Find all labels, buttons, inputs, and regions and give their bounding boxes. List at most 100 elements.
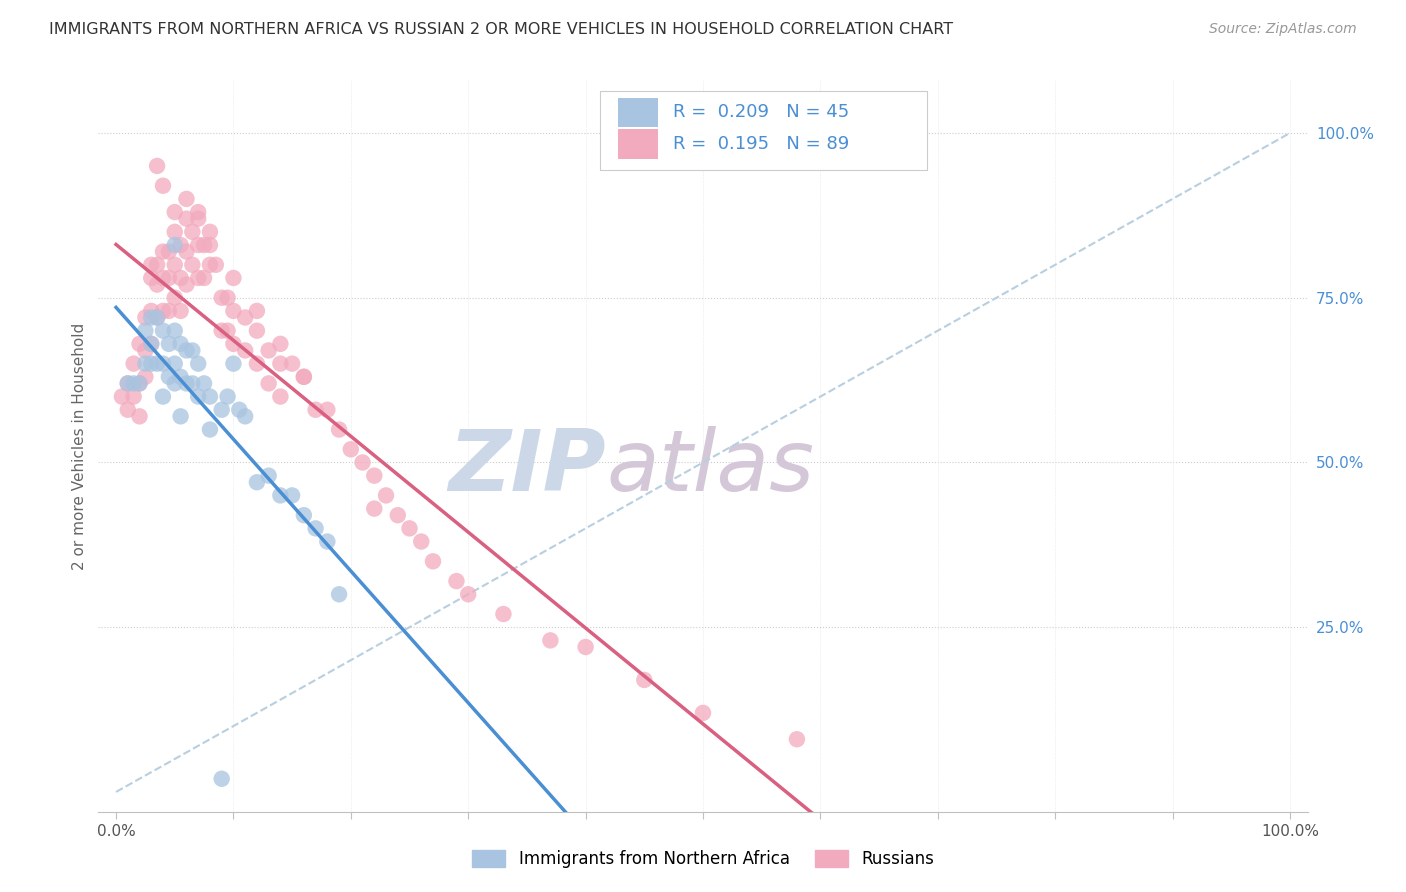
Point <box>122 376 145 391</box>
Point <box>146 357 169 371</box>
Point <box>141 310 163 325</box>
Point <box>176 277 198 292</box>
Point <box>169 336 191 351</box>
Point <box>134 310 156 325</box>
Point <box>117 376 139 391</box>
Point <box>692 706 714 720</box>
Point <box>128 376 150 391</box>
Point <box>146 310 169 325</box>
Point <box>211 324 233 338</box>
Point <box>269 488 291 502</box>
Point <box>146 159 169 173</box>
Point <box>257 468 280 483</box>
Bar <box>619 129 658 159</box>
Point <box>163 357 186 371</box>
Point <box>157 304 180 318</box>
Point <box>111 390 134 404</box>
Point <box>134 324 156 338</box>
Point <box>363 501 385 516</box>
Point <box>193 376 215 391</box>
Point <box>134 343 156 358</box>
Y-axis label: 2 or more Vehicles in Household: 2 or more Vehicles in Household <box>72 322 87 570</box>
Point <box>292 369 315 384</box>
Point <box>176 211 198 226</box>
Point <box>157 244 180 259</box>
Point <box>233 343 256 358</box>
Point <box>163 225 186 239</box>
Point <box>457 587 479 601</box>
Point <box>246 324 269 338</box>
Point <box>340 442 363 457</box>
Point <box>187 390 209 404</box>
FancyBboxPatch shape <box>600 90 927 169</box>
Point <box>152 324 174 338</box>
Point <box>316 402 339 417</box>
Point <box>246 304 269 318</box>
Point <box>122 390 145 404</box>
Point <box>217 291 239 305</box>
Point <box>257 376 280 391</box>
Text: R =  0.195   N = 89: R = 0.195 N = 89 <box>672 135 849 153</box>
Point <box>163 291 186 305</box>
Point <box>141 304 163 318</box>
Point <box>163 324 186 338</box>
Point <box>176 244 198 259</box>
Point <box>187 357 209 371</box>
Point <box>134 357 156 371</box>
Point <box>633 673 655 687</box>
Point <box>398 521 420 535</box>
Point <box>152 244 174 259</box>
Point <box>233 409 256 424</box>
Point <box>122 357 145 371</box>
Point <box>316 534 339 549</box>
Point <box>152 178 174 193</box>
Point <box>141 271 163 285</box>
Point <box>575 640 598 654</box>
Point <box>117 402 139 417</box>
Point <box>786 732 808 747</box>
Point <box>492 607 515 621</box>
Point <box>222 304 245 318</box>
Point <box>146 277 169 292</box>
Point <box>211 402 233 417</box>
Point <box>141 357 163 371</box>
Point <box>157 336 180 351</box>
Point <box>187 238 209 252</box>
Point <box>176 343 198 358</box>
Point <box>198 258 221 272</box>
Point <box>204 258 226 272</box>
Point <box>222 271 245 285</box>
Point <box>387 508 409 523</box>
Point <box>217 390 239 404</box>
Point <box>446 574 468 588</box>
Point <box>169 369 191 384</box>
Point <box>217 324 239 338</box>
Point <box>157 271 180 285</box>
Point <box>152 271 174 285</box>
Point <box>157 369 180 384</box>
Point <box>257 343 280 358</box>
Text: R =  0.209   N = 45: R = 0.209 N = 45 <box>672 103 849 121</box>
Point <box>193 238 215 252</box>
Point <box>211 291 233 305</box>
Point <box>198 390 221 404</box>
Point <box>163 376 186 391</box>
Point <box>198 225 221 239</box>
Point <box>211 772 233 786</box>
Point <box>363 468 385 483</box>
Point <box>176 192 198 206</box>
Point <box>181 225 204 239</box>
Point <box>281 488 304 502</box>
Point <box>128 336 150 351</box>
Point <box>281 357 304 371</box>
Point <box>128 376 150 391</box>
Point <box>152 357 174 371</box>
Bar <box>619 98 658 127</box>
Point <box>246 357 269 371</box>
Point <box>233 310 256 325</box>
Point <box>181 343 204 358</box>
Point <box>269 390 291 404</box>
Text: ZIP: ZIP <box>449 426 606 509</box>
Point <box>169 238 191 252</box>
Point <box>228 402 250 417</box>
